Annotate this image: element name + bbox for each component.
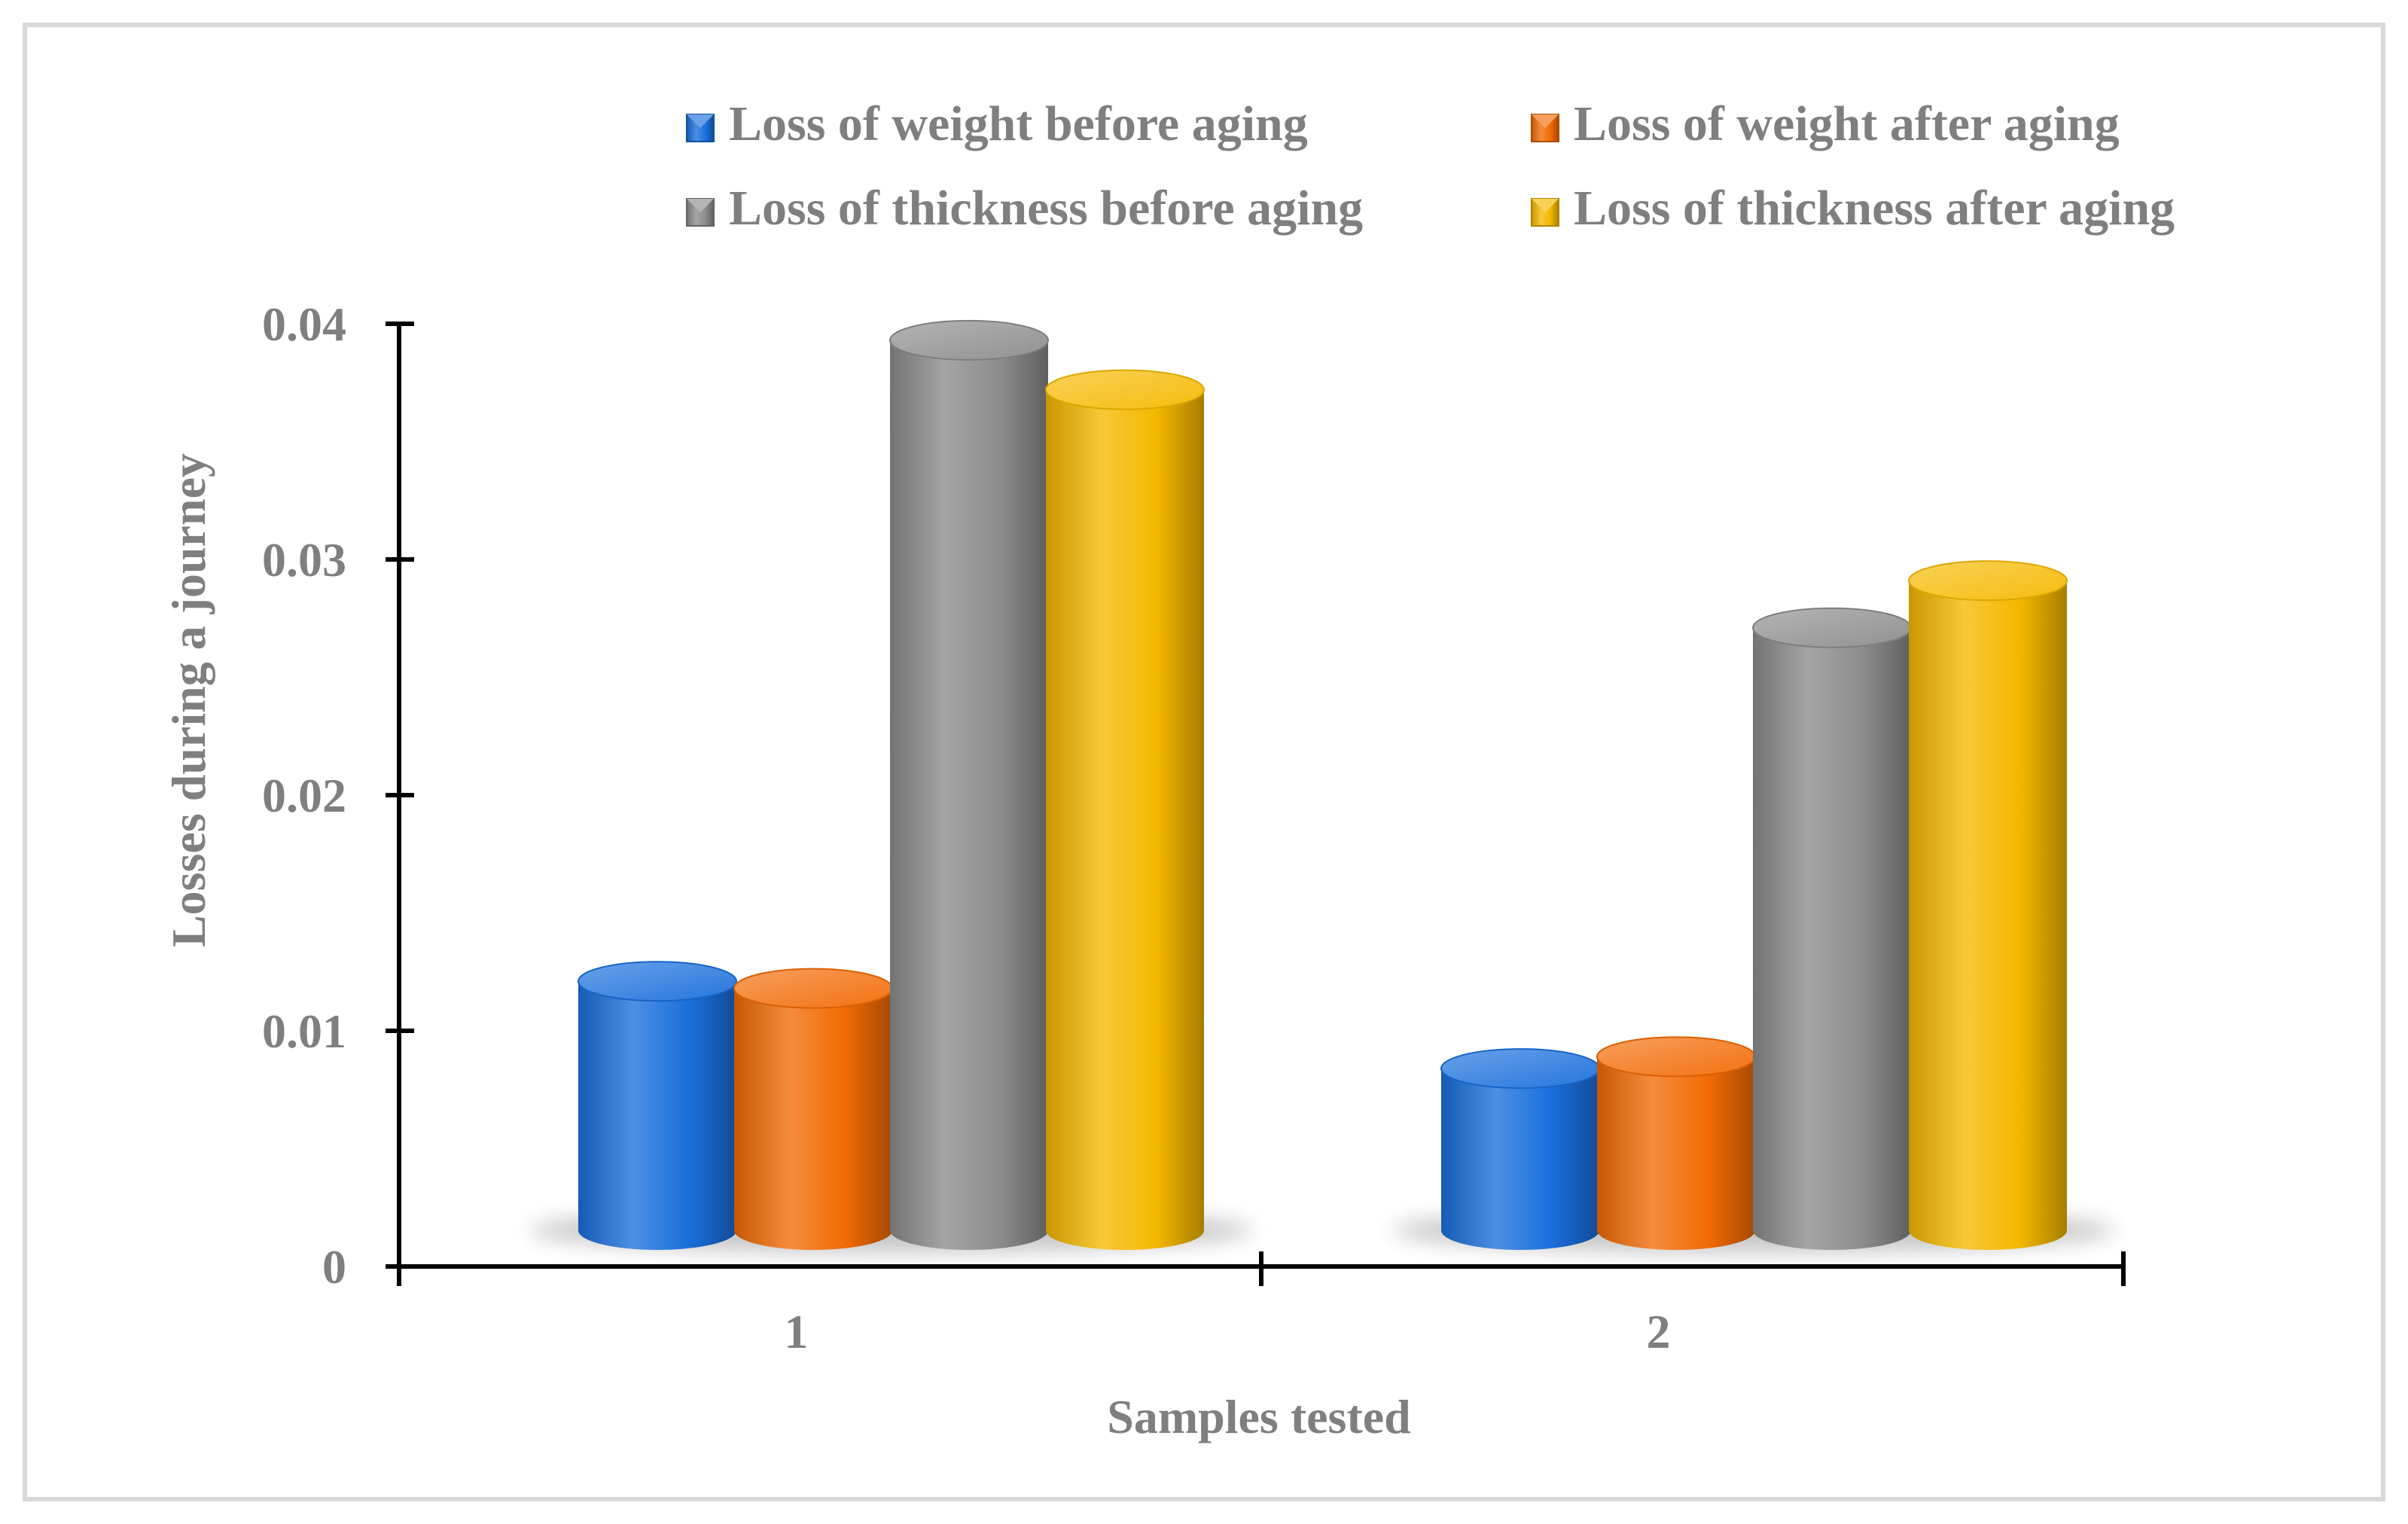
bar-top (1752, 607, 1912, 648)
bar-top (1440, 1048, 1600, 1090)
bar-body (734, 988, 892, 1250)
bar (1440, 1048, 1600, 1250)
bar-body (1597, 1056, 1755, 1250)
y-axis-title: Losses during a journey (162, 453, 215, 947)
bar-body (890, 340, 1048, 1250)
legend-label: Loss of thickness before aging (729, 181, 1363, 236)
legend-item: Loss of weight after aging (1531, 96, 2120, 151)
legend-label: Loss of weight after aging (1574, 96, 2120, 151)
axes: 0 0.01 0.02 0.03 0.04 1 2 (262, 297, 2126, 1358)
legend-swatch-highlight (1532, 114, 1559, 128)
bar-body (578, 981, 736, 1250)
x-tick-label: 1 (785, 1305, 809, 1358)
bar (733, 968, 893, 1250)
legend: Loss of weight before aging Loss of weigh… (686, 96, 2175, 236)
y-tick-label: 0.03 (262, 533, 346, 587)
bar (889, 319, 1049, 1250)
y-tick-label: 0.02 (262, 769, 346, 822)
bar (1752, 607, 1912, 1250)
bar (1908, 560, 2068, 1250)
bar-body (1046, 389, 1204, 1250)
legend-swatch-highlight (687, 114, 714, 128)
bar-top (1908, 560, 2068, 602)
y-tick-label: 0 (322, 1240, 346, 1294)
legend-label: Loss of weight before aging (729, 96, 1308, 151)
x-axis-title: Samples tested (1107, 1390, 1411, 1443)
legend-swatch-highlight (687, 199, 714, 212)
bar-top (1045, 369, 1205, 410)
legend-swatch-highlight (1532, 199, 1559, 212)
bar-body (1753, 627, 1911, 1250)
plot-area (529, 319, 2116, 1253)
y-tick-label: 0.04 (262, 297, 346, 351)
y-tick-label: 0.01 (262, 1004, 346, 1058)
legend-item: Loss of weight before aging (686, 96, 1308, 151)
bar-body (1441, 1068, 1599, 1250)
bar-body (1909, 581, 2067, 1250)
bar (1045, 369, 1205, 1250)
bar (1596, 1036, 1756, 1250)
bar-top (578, 961, 737, 1002)
legend-label: Loss of thickness after aging (1574, 181, 2175, 236)
bar-top (889, 319, 1049, 361)
legend-item: Loss of thickness after aging (1531, 181, 2175, 236)
bar (578, 961, 737, 1250)
bar-top (1596, 1036, 1756, 1077)
legend-item: Loss of thickness before aging (686, 181, 1363, 236)
x-tick-label: 2 (1647, 1305, 1671, 1358)
bar-top (733, 968, 893, 1009)
